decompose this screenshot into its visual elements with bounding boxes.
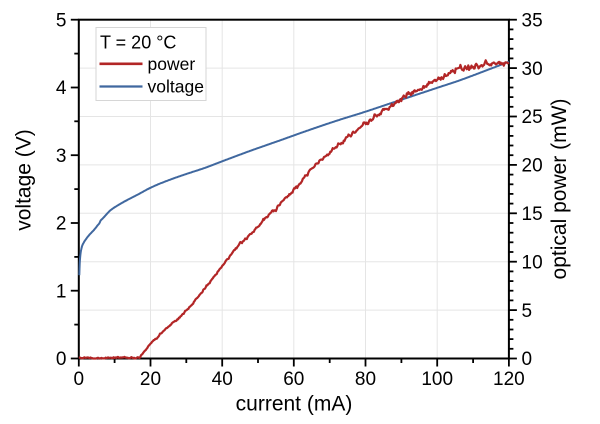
svg-text:35: 35 (522, 10, 543, 31)
svg-text:4: 4 (56, 78, 67, 99)
svg-text:25: 25 (522, 107, 543, 128)
svg-text:0: 0 (56, 349, 67, 370)
svg-text:15: 15 (522, 204, 543, 225)
svg-text:20: 20 (140, 369, 161, 390)
svg-text:100: 100 (421, 369, 453, 390)
svg-text:0: 0 (522, 349, 533, 370)
svg-text:30: 30 (522, 59, 543, 80)
svg-text:2: 2 (56, 214, 67, 235)
svg-text:1: 1 (56, 281, 67, 302)
svg-text:voltage: voltage (148, 77, 204, 97)
svg-text:T = 20 °C: T = 20 °C (100, 32, 176, 52)
svg-text:voltage (V): voltage (V) (13, 129, 36, 231)
svg-text:10: 10 (522, 252, 543, 273)
svg-text:80: 80 (355, 369, 376, 390)
svg-text:40: 40 (212, 369, 233, 390)
svg-text:3: 3 (56, 146, 67, 167)
svg-text:current (mA): current (mA) (236, 393, 353, 416)
svg-text:5: 5 (56, 10, 67, 31)
svg-text:power: power (148, 54, 196, 74)
svg-text:optical power (mW): optical power (mW) (548, 99, 571, 280)
svg-text:60: 60 (283, 369, 304, 390)
svg-text:20: 20 (522, 156, 543, 177)
svg-text:120: 120 (493, 369, 525, 390)
svg-text:5: 5 (522, 301, 533, 322)
svg-text:0: 0 (74, 369, 85, 390)
